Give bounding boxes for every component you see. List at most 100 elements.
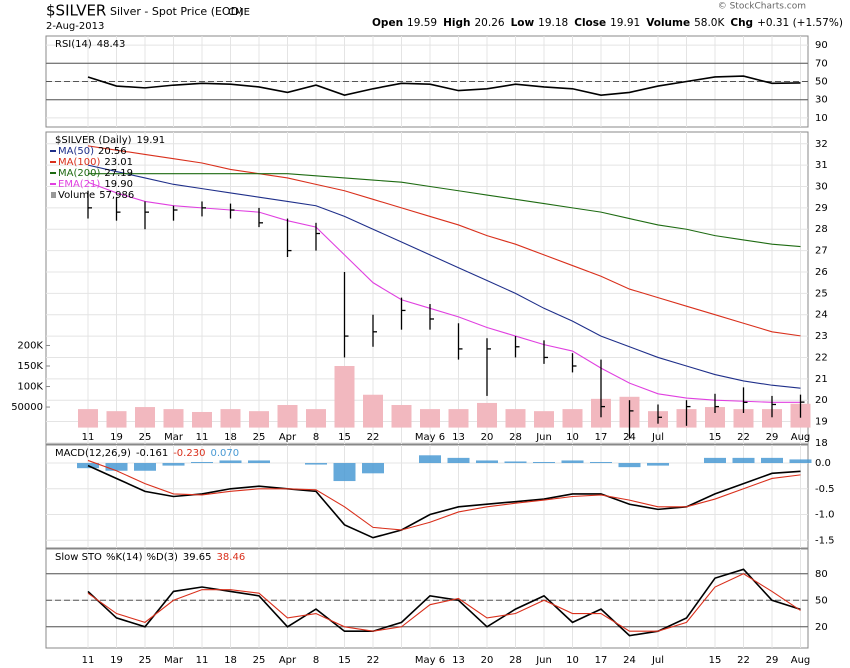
instrument-name: Silver - Spot Price (EOD) — [110, 5, 243, 18]
y-tick-label: 30 — [815, 95, 828, 106]
y-tick-label: 28 — [815, 224, 828, 235]
volume-bar — [363, 394, 383, 428]
y2-tick-label: 200K — [17, 340, 43, 351]
x-tick-label: Aug — [791, 655, 811, 666]
y-tick-label: -1.5 — [815, 535, 835, 546]
legend-text: Slow STO — [55, 552, 102, 563]
x-tick-label: 8 — [313, 655, 319, 666]
x-tick-label: Apr — [279, 432, 297, 443]
x-tick-label: Jun — [535, 432, 552, 443]
x-tick-label: 29 — [766, 432, 779, 443]
x-tick-label: 19 — [110, 432, 123, 443]
x-tick-label: 22 — [367, 655, 380, 666]
legend-text: %D(3) — [147, 552, 178, 563]
histogram-bar — [191, 461, 213, 464]
indicator-line — [87, 568, 801, 637]
legend-text: 39.65 — [183, 552, 212, 563]
y-tick-label: 50 — [815, 77, 828, 88]
stat-value: 58.0K — [694, 17, 725, 29]
volume-bar — [192, 411, 212, 428]
volume-bar — [562, 409, 583, 428]
volume-bar — [420, 409, 440, 428]
volume-bar — [106, 411, 127, 428]
legend-text: MA(50) — [58, 146, 94, 157]
date: 2-Aug-2013 — [46, 21, 104, 32]
histogram-bar — [618, 463, 641, 468]
x-tick-label: 28 — [509, 432, 522, 443]
histogram-bar — [333, 463, 356, 482]
x-tick-label: 18 — [224, 432, 237, 443]
histogram-bar — [134, 463, 156, 471]
credit: © StockCharts.com — [718, 2, 806, 12]
x-tick-label: Jul — [651, 655, 664, 666]
stat-label: Volume — [646, 17, 690, 29]
legend-text: 19.91 — [137, 135, 166, 146]
volume-bar — [762, 409, 782, 428]
exchange: CME — [228, 7, 250, 18]
y2-tick-label: 150K — [17, 361, 43, 372]
stat-value: 19.91 — [610, 17, 640, 29]
stat-label: Low — [511, 17, 535, 29]
x-tick-label: Jul — [651, 432, 664, 443]
volume-bar — [78, 409, 98, 428]
moving-average — [87, 164, 801, 389]
volume-bar — [163, 409, 184, 428]
x-tick-label: May 6 — [415, 655, 445, 666]
x-tick-label: 24 — [623, 655, 636, 666]
x-tick-label: Mar — [164, 432, 184, 443]
x-tick-label: 10 — [566, 655, 579, 666]
legend-text: MA(100) — [58, 157, 100, 168]
legend-text: %K(14) — [106, 552, 143, 563]
stat-value: 20.26 — [475, 17, 505, 29]
histogram-bar — [732, 457, 755, 464]
panel-frame — [45, 444, 809, 549]
legend-text: $SILVER (Daily) — [55, 135, 132, 146]
volume-bar — [477, 402, 497, 428]
histogram-bar — [305, 463, 327, 465]
x-tick-label: 20 — [481, 655, 494, 666]
stat-label: Chg — [730, 17, 753, 29]
volume-bar — [334, 366, 355, 428]
y-tick-label: 27 — [815, 246, 828, 257]
histogram-bar — [561, 460, 584, 464]
symbol: $SILVER — [46, 2, 106, 20]
volume-bar — [534, 411, 554, 428]
volume-bar — [705, 407, 725, 428]
x-tick-label: 25 — [139, 432, 152, 443]
histogram-bar — [704, 457, 726, 464]
legend-entry: MA(50) 20.56 — [58, 146, 127, 157]
legend-swatch — [51, 192, 56, 198]
y-tick-label: 25 — [815, 288, 828, 299]
indicator-line — [87, 573, 801, 632]
volume-bar — [505, 409, 526, 428]
histogram-bar — [447, 457, 470, 464]
volume-bar — [448, 409, 469, 428]
price-stats: Open 19.59 High 20.26 Low 19.18 Close 19.91 Volu… — [372, 17, 843, 29]
legend-text: 19.90 — [104, 179, 133, 190]
histogram-bar — [789, 459, 812, 464]
x-tick-label: 15 — [338, 655, 351, 666]
y-tick-label: 32 — [815, 139, 828, 150]
legend-text: 48.43 — [97, 39, 126, 50]
x-tick-label: Jun — [535, 655, 552, 666]
legend-entry: Slow STO %K(14) %D(3) 39.65 38.46 — [55, 552, 245, 563]
panel-frame — [45, 131, 809, 445]
y-tick-label: 29 — [815, 203, 828, 214]
x-tick-label: 11 — [196, 432, 209, 443]
volume-bar — [135, 407, 155, 428]
volume-bar — [391, 405, 412, 428]
histogram-bar — [105, 463, 128, 471]
y-tick-label: 26 — [815, 267, 828, 278]
y-tick-label: 30 — [815, 181, 828, 192]
x-tick-label: 10 — [566, 432, 579, 443]
moving-average — [87, 145, 801, 337]
legend-text: -0.230 — [173, 448, 205, 459]
x-tick-label: 25 — [253, 432, 266, 443]
histogram-bar — [761, 457, 783, 464]
panel-frame — [45, 548, 809, 649]
histogram-bar — [219, 460, 242, 464]
histogram-bar — [362, 463, 384, 474]
legend-text: Volume — [58, 190, 95, 201]
stat-label: Close — [574, 17, 606, 29]
volume-bar — [306, 409, 326, 428]
